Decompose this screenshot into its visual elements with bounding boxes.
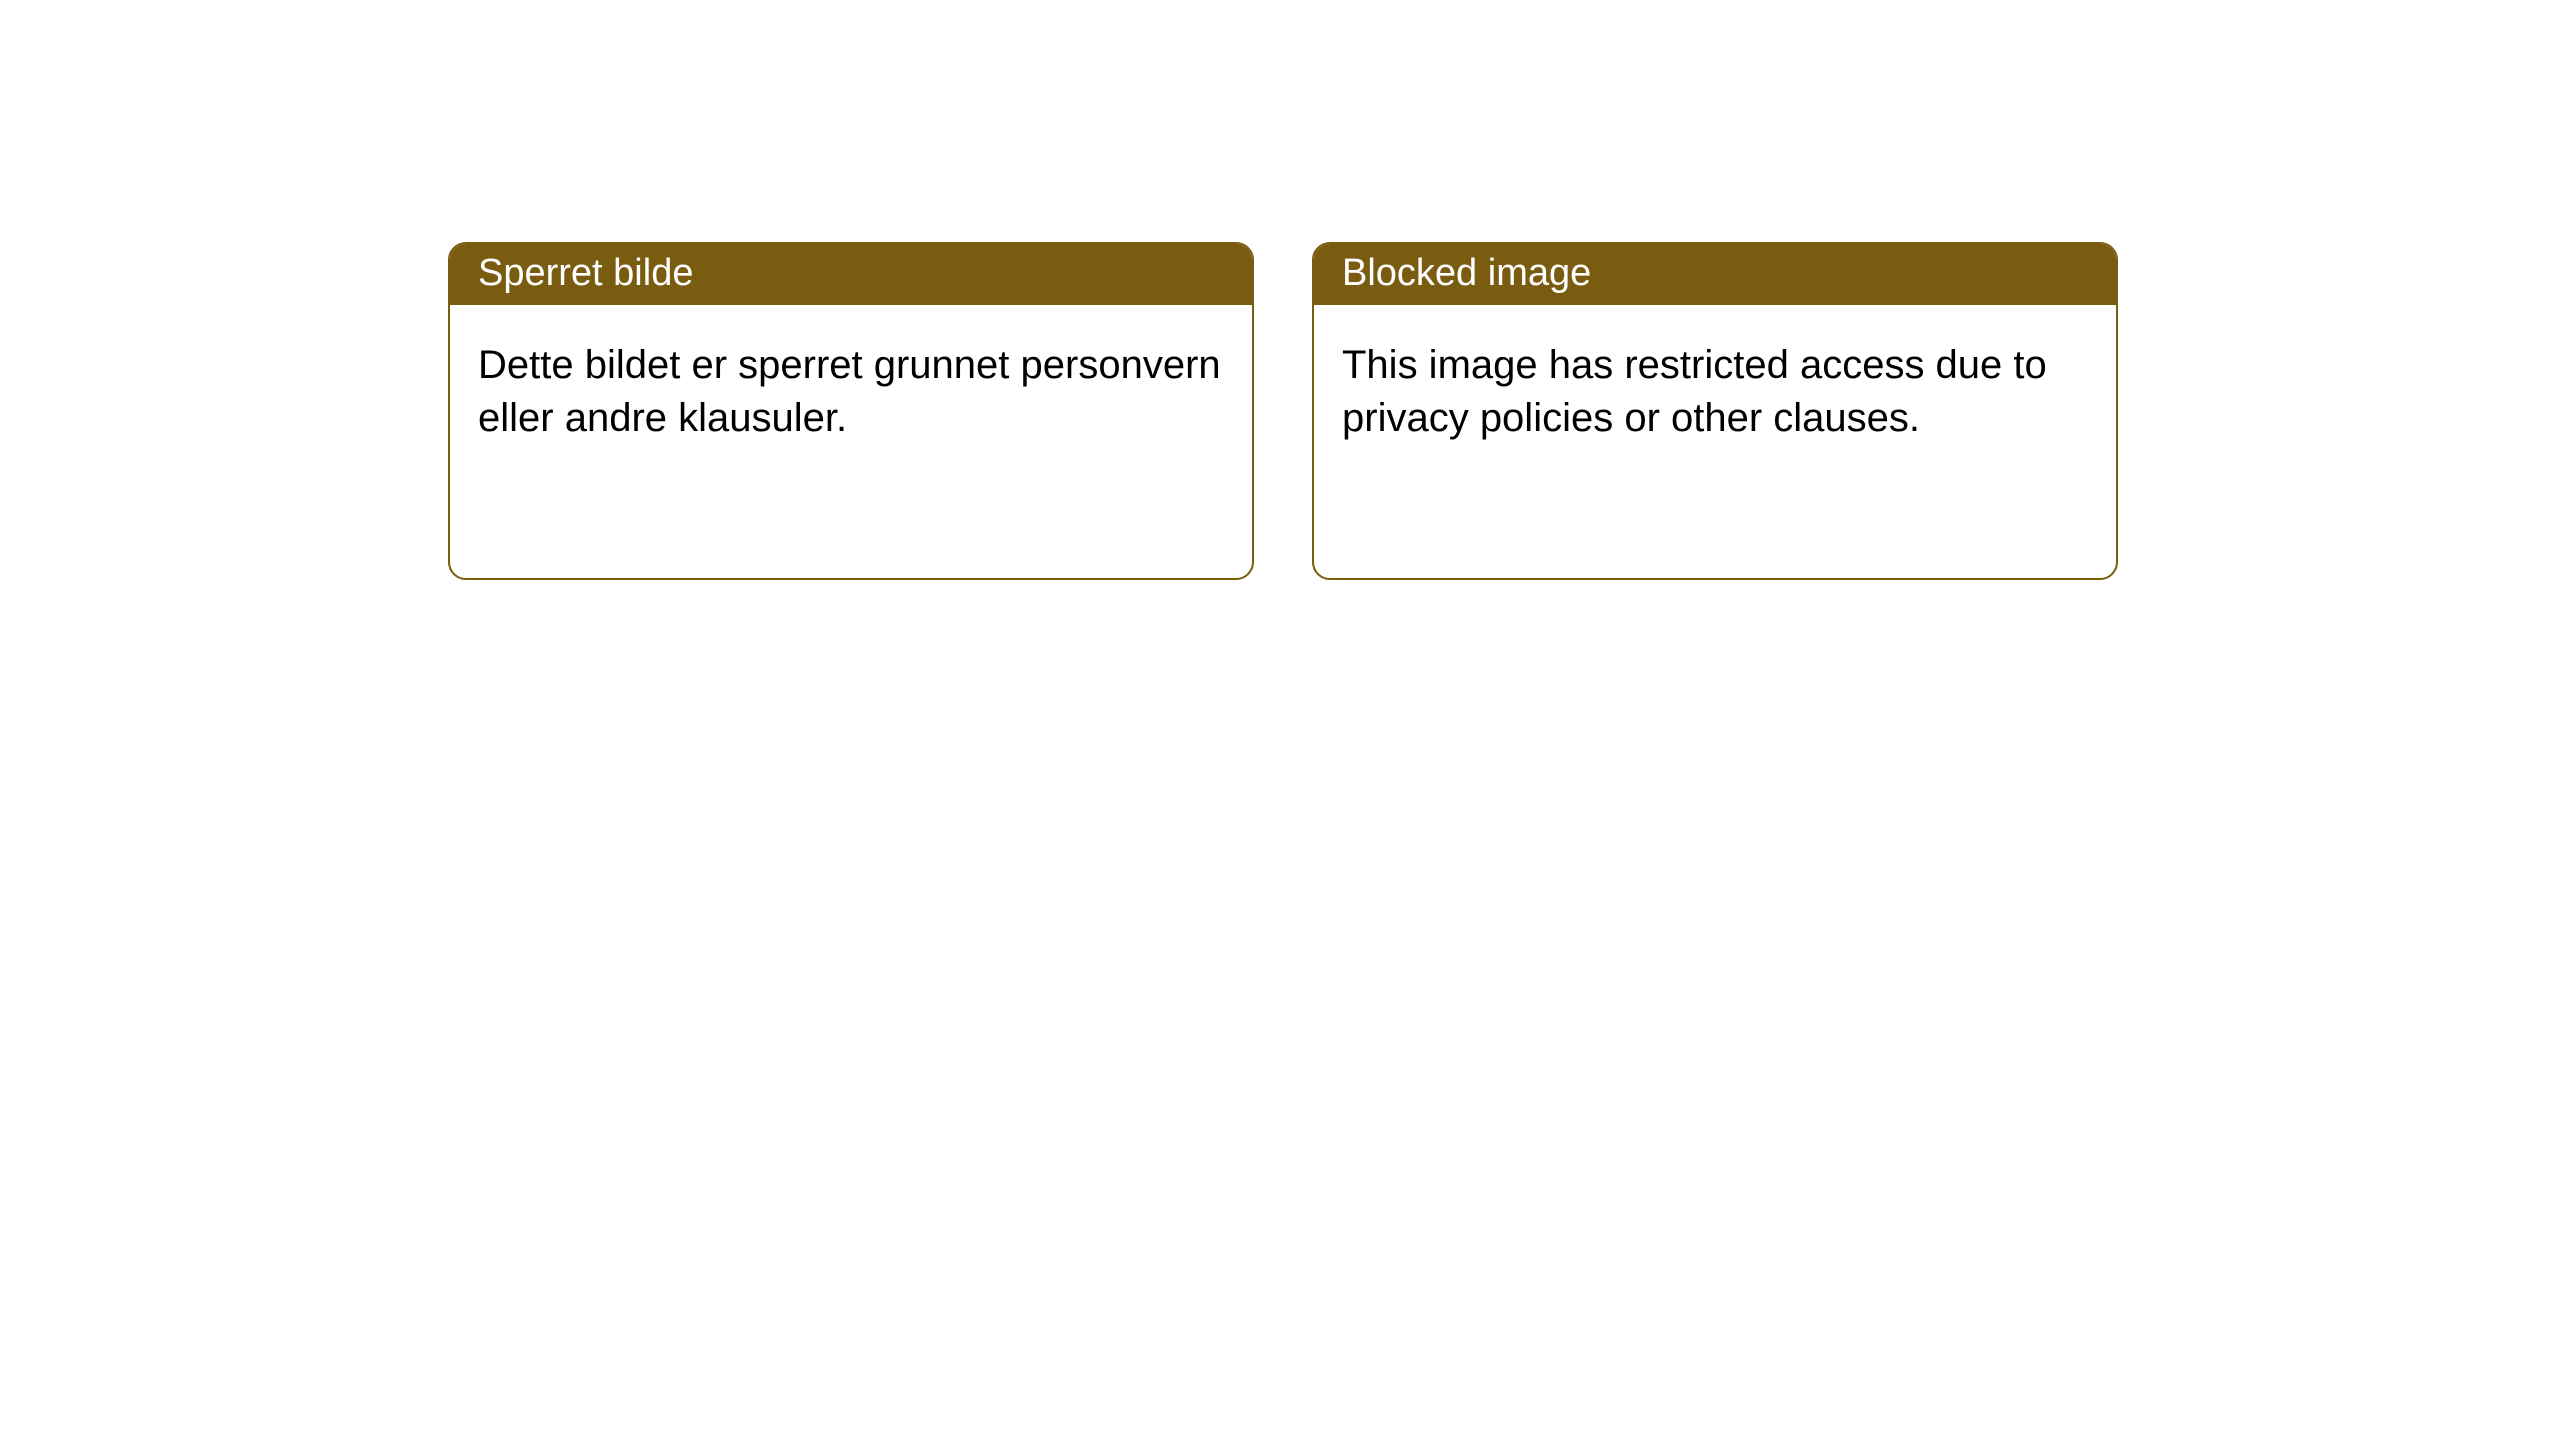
card-title: Sperret bilde — [478, 252, 693, 294]
blocked-image-card-norwegian: Sperret bilde Dette bildet er sperret gr… — [448, 242, 1254, 580]
card-message: Dette bildet er sperret grunnet personve… — [478, 343, 1221, 440]
card-title: Blocked image — [1342, 252, 1591, 294]
card-body: This image has restricted access due to … — [1314, 305, 2116, 479]
blocked-image-card-english: Blocked image This image has restricted … — [1312, 242, 2118, 580]
card-header: Sperret bilde — [450, 244, 1252, 305]
card-message: This image has restricted access due to … — [1342, 343, 2047, 440]
card-body: Dette bildet er sperret grunnet personve… — [450, 305, 1252, 479]
card-header: Blocked image — [1314, 244, 2116, 305]
notice-container: Sperret bilde Dette bildet er sperret gr… — [0, 0, 2560, 580]
